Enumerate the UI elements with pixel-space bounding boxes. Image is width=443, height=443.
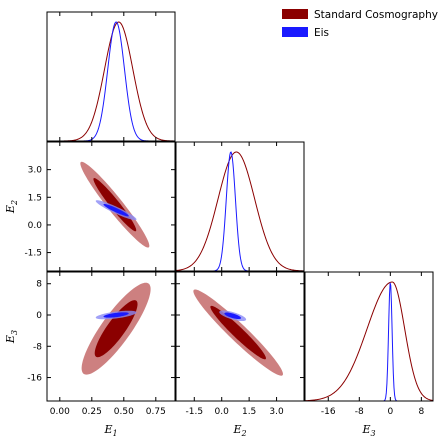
panel-frame-0-2 xyxy=(46,271,176,402)
panel-frame-0-1 xyxy=(46,141,176,272)
xtick-label-E3: 0 xyxy=(387,407,393,417)
marginal-E2-eis xyxy=(176,151,304,272)
axis-label-E3: E3 xyxy=(4,330,19,344)
xtick-label-E3: 8 xyxy=(418,407,424,417)
ytick-label-E3: -16 xyxy=(27,374,42,384)
contour-panel-E1_E3 xyxy=(81,282,151,375)
contour-eis-68 xyxy=(103,312,129,318)
xtick-label-E3: -16 xyxy=(321,407,336,417)
xtick-label-E2: -1.5 xyxy=(186,407,204,417)
axis-label-E1: E1 xyxy=(103,423,117,438)
xtick-label-E2: 0.0 xyxy=(215,407,230,417)
contour-standard-68 xyxy=(93,178,137,232)
xtick-label-E1: 0.75 xyxy=(146,407,166,417)
ytick-label-E2: -1.5 xyxy=(24,249,42,259)
marginal-E1-eis xyxy=(47,21,175,142)
ytick-label-E3: 8 xyxy=(36,280,42,290)
contour-panel-E2_E3 xyxy=(193,289,283,376)
ytick-label-E2: 1.5 xyxy=(28,193,42,203)
panel-frame-1-2 xyxy=(175,271,305,402)
xtick-label-E3: -8 xyxy=(355,407,364,417)
axis-label-E2: E2 xyxy=(232,423,246,438)
legend: Standard Cosmography Eis xyxy=(282,9,438,39)
panel-frame-2-2 xyxy=(304,271,434,402)
legend-swatch-1 xyxy=(282,27,308,37)
panel-frame-1-1 xyxy=(175,141,305,272)
contour-panel-E1_E2 xyxy=(80,161,150,248)
contour-eis-68 xyxy=(103,204,129,217)
marginal-E3-standard xyxy=(304,281,434,402)
xtick-label-E1: 0.50 xyxy=(114,407,134,417)
ytick-label-E3: -8 xyxy=(33,342,42,352)
contour-standard-68 xyxy=(210,305,266,360)
marginal-E2-standard xyxy=(175,151,305,272)
marginal-E3-eis xyxy=(305,282,433,402)
ytick-label-E2: 0.0 xyxy=(28,221,43,231)
xtick-label-E2: 3.0 xyxy=(269,407,284,417)
panel-frame-0-0 xyxy=(46,11,176,142)
xtick-label-E2: 1.5 xyxy=(242,407,256,417)
axis-label-E3: E3 xyxy=(361,423,375,438)
contour-eis-68 xyxy=(224,312,242,320)
legend-label-0: Standard Cosmography xyxy=(314,9,438,21)
xtick-label-E1: 0.25 xyxy=(82,407,102,417)
axis-label-E2: E2 xyxy=(4,200,19,214)
ytick-label-E3: 0 xyxy=(36,311,42,321)
legend-label-1: Eis xyxy=(314,27,329,39)
ytick-label-E2: 3.0 xyxy=(28,166,43,176)
xtick-label-E1: 0.00 xyxy=(50,407,70,417)
legend-swatch-0 xyxy=(282,9,308,19)
